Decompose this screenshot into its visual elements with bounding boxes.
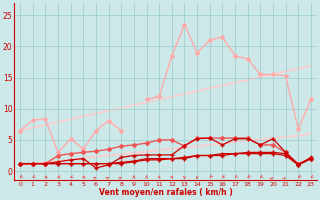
- X-axis label: Vent moyen/en rafales ( km/h ): Vent moyen/en rafales ( km/h ): [99, 188, 232, 197]
